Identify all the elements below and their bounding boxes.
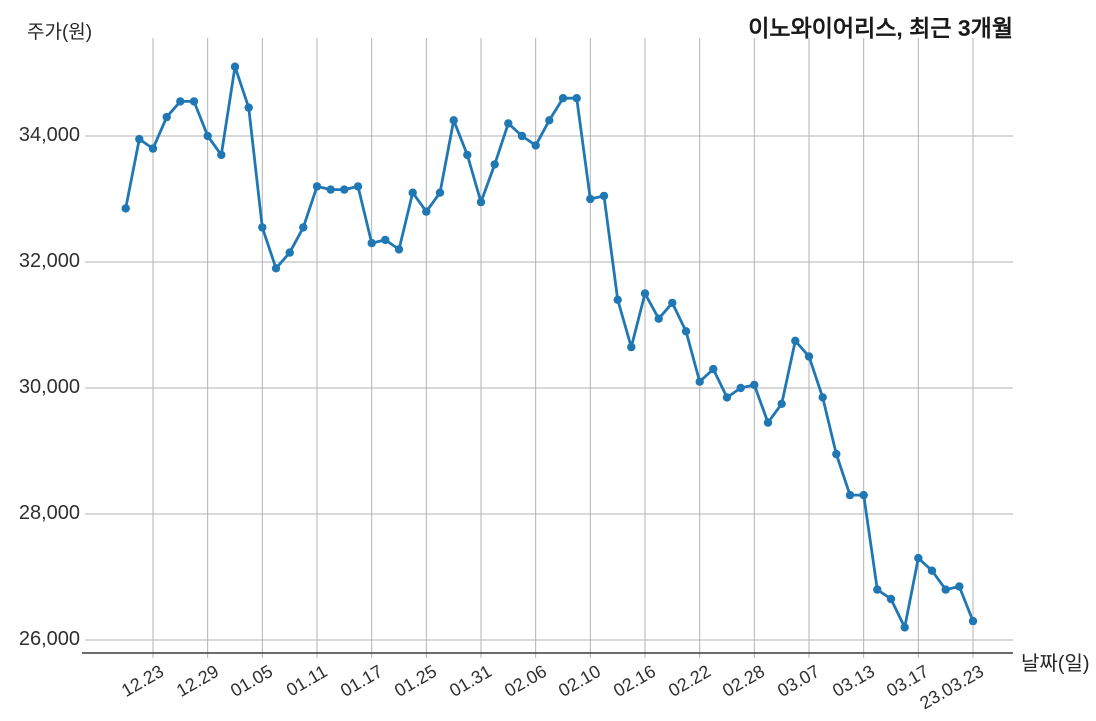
data-point-marker (394, 245, 404, 254)
data-point-marker (435, 188, 445, 197)
data-point-marker (750, 380, 759, 390)
data-point-marker (449, 116, 458, 125)
data-point-marker (517, 131, 527, 141)
data-point-marker (504, 119, 513, 128)
data-point-marker (121, 204, 130, 213)
data-point-marker (340, 185, 349, 194)
data-point-marker (818, 393, 827, 402)
data-point-marker (791, 336, 800, 345)
data-point-marker (408, 188, 417, 197)
data-point-marker (176, 97, 185, 106)
y-tick-label: 30,000 (18, 376, 80, 399)
data-point-marker (148, 144, 158, 153)
data-point-marker (654, 314, 663, 323)
data-point-marker (285, 248, 294, 257)
data-point-marker (681, 327, 691, 336)
data-point-marker (463, 150, 472, 160)
data-point-marker (367, 238, 376, 248)
data-point-marker (476, 197, 486, 207)
data-point-marker (531, 141, 540, 150)
data-point-marker (695, 377, 704, 386)
data-point-marker (545, 116, 554, 125)
data-point-marker (230, 62, 240, 71)
data-point-marker (203, 131, 212, 141)
data-point-marker (777, 399, 786, 408)
data-point-marker (968, 616, 978, 626)
data-point-marker (627, 342, 636, 352)
data-point-marker (162, 112, 171, 122)
data-point-marker (135, 134, 144, 144)
data-point-marker (299, 223, 308, 232)
y-axis-title: 주가(원) (27, 22, 93, 43)
data-point-marker (258, 223, 267, 232)
data-point-marker (900, 623, 909, 632)
y-tick-label: 34,000 (18, 124, 80, 147)
data-point-marker (722, 393, 732, 402)
data-point-marker (613, 295, 622, 304)
data-point-marker (914, 553, 923, 563)
data-point-marker (763, 418, 773, 427)
data-point-marker (873, 585, 882, 594)
data-point-marker (422, 207, 431, 216)
data-point-marker (955, 582, 964, 591)
data-point-marker (189, 97, 199, 106)
data-point-marker (886, 594, 896, 604)
data-point-marker (312, 182, 322, 191)
data-point-marker (586, 194, 595, 204)
data-point-marker (353, 182, 363, 191)
y-tick-label: 28,000 (18, 502, 80, 525)
data-point-marker (941, 585, 950, 594)
data-point-marker (217, 150, 226, 160)
data-point-marker (271, 264, 281, 273)
data-point-marker (640, 289, 650, 298)
data-point-marker (381, 235, 390, 245)
data-point-marker (326, 185, 335, 194)
data-point-marker (845, 490, 855, 500)
data-point-marker (490, 160, 499, 169)
data-point-marker (804, 352, 814, 361)
data-point-marker (927, 566, 937, 575)
chart-title: 이노와이어리스, 최근 3개월 (748, 15, 1013, 41)
data-point-marker (572, 94, 581, 103)
data-point-marker (558, 94, 568, 103)
y-tick-label: 26,000 (18, 628, 80, 651)
data-point-marker (736, 383, 745, 393)
data-point-marker (709, 364, 718, 374)
x-axis-title: 날짜(일) (1021, 653, 1090, 675)
data-point-marker (244, 103, 253, 112)
y-tick-label: 32,000 (18, 250, 80, 273)
data-point-marker (859, 490, 868, 500)
data-point-marker (599, 191, 609, 201)
price-line (124, 65, 975, 629)
data-point-marker (668, 298, 677, 308)
data-point-marker (832, 449, 841, 459)
